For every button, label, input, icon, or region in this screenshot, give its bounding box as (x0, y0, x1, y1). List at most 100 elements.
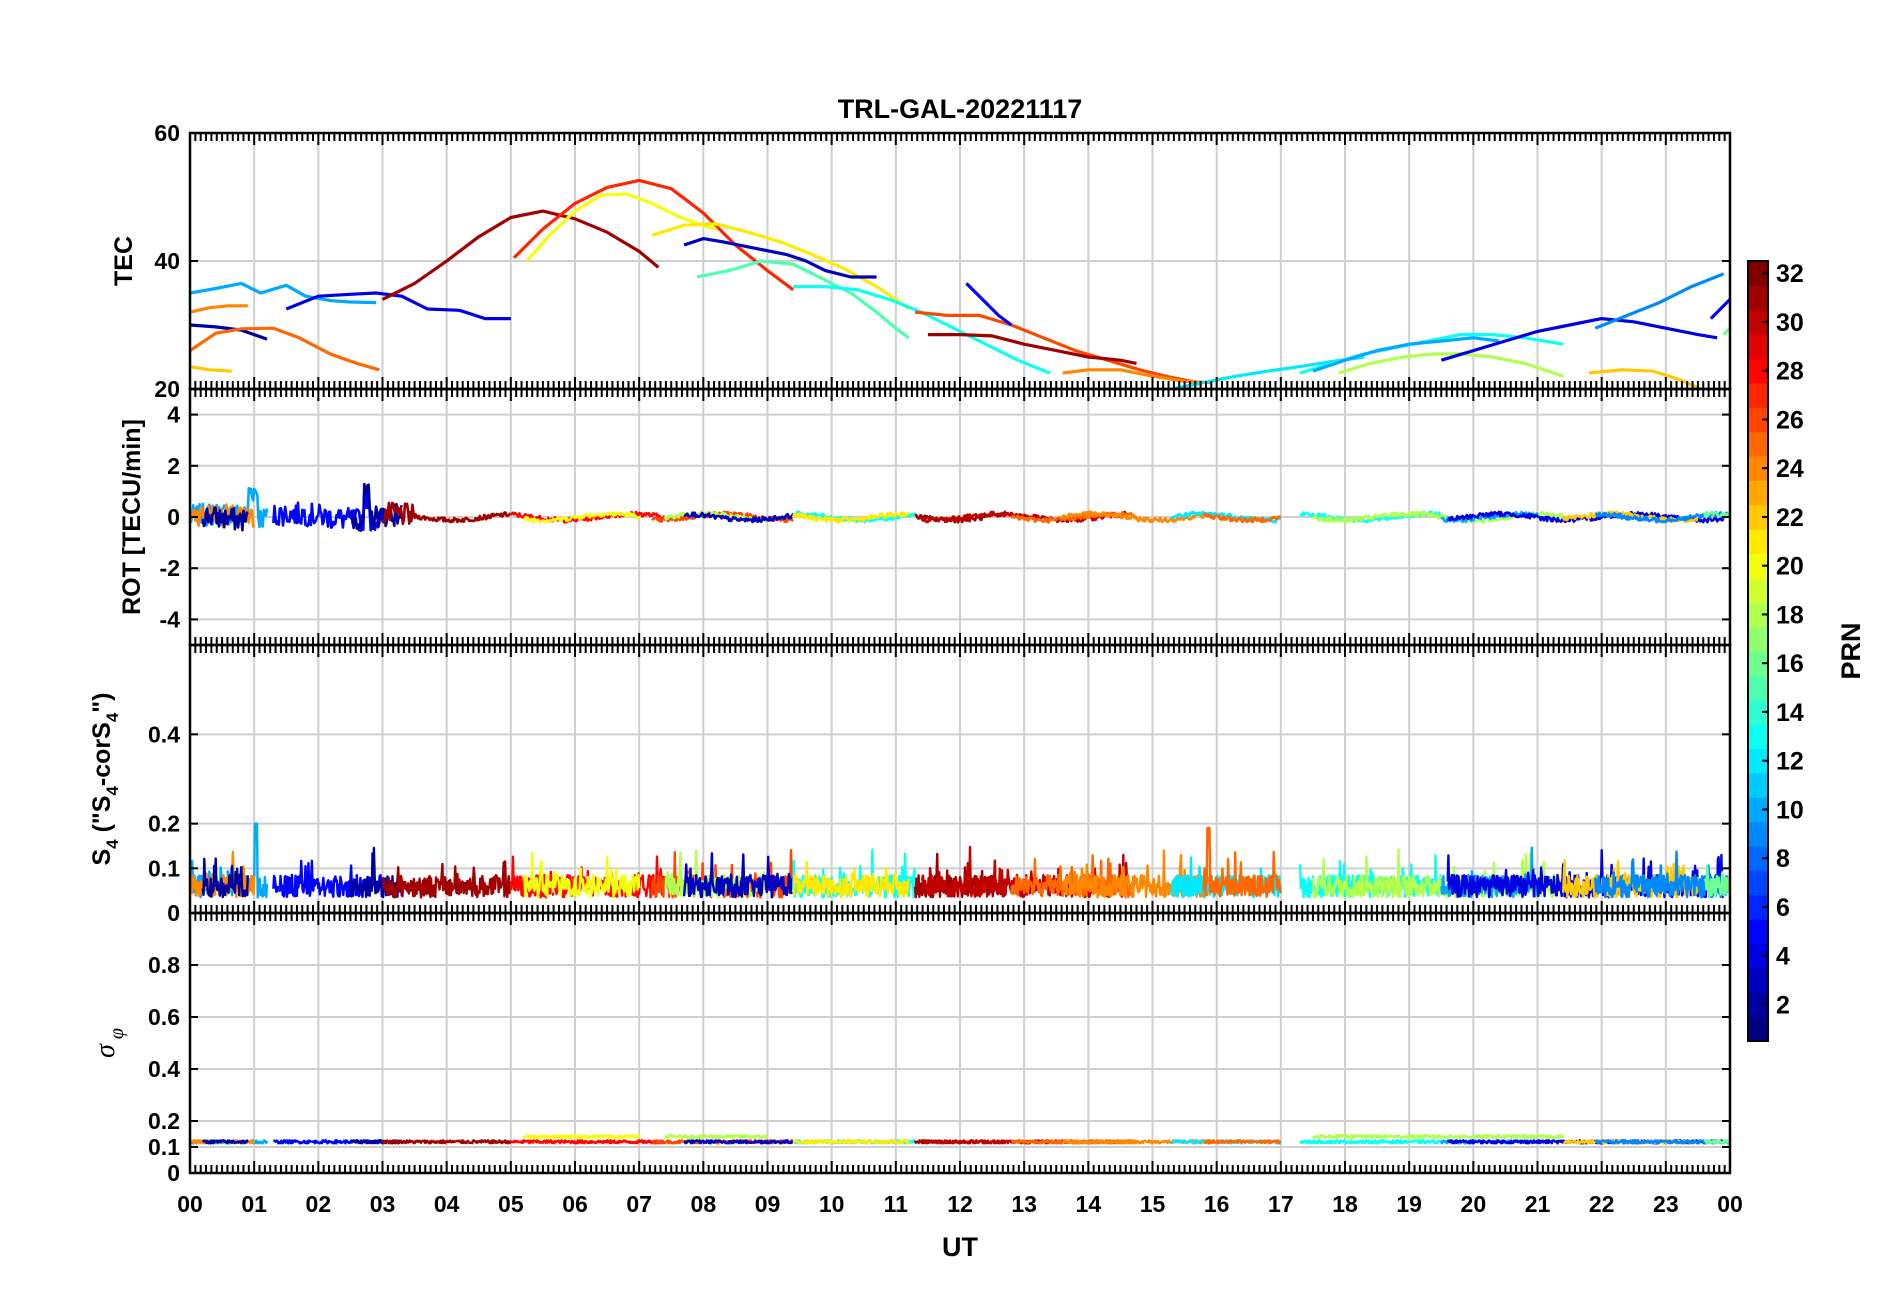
colorbar-tick-label: 26 (1776, 406, 1804, 434)
rot-ytick-label: 2 (167, 453, 180, 479)
colorbar-cell (1748, 894, 1768, 920)
tec-traces (190, 178, 1730, 389)
tec-ylabel: TEC (110, 236, 138, 286)
sigma-phi-ylabel: σ φ (90, 1028, 128, 1058)
colorbar-cell (1748, 456, 1768, 481)
colorbar-cell (1748, 699, 1768, 725)
x-tick-label: 19 (1396, 1191, 1422, 1217)
rot-ytick-labels: -4 -2 0 2 4 (160, 402, 181, 633)
sigma-phi-axes-box (188, 911, 1732, 1175)
rot-ylabel: ROT [TECU/min] (118, 419, 146, 615)
sigma-phi-series-prn-20 (522, 1133, 641, 1140)
colorbar-tick-label: 24 (1776, 455, 1804, 483)
tec-series-prn-2 (190, 323, 268, 341)
s4-ylabel: S4 ("S4-corS4") (88, 693, 122, 866)
x-tick-label: 00 (1717, 1191, 1743, 1217)
colorbar-tick-label: 12 (1776, 748, 1804, 776)
colorbar-cell (1748, 748, 1768, 774)
colorbar-tick-label: 6 (1776, 894, 1790, 922)
tec-series-prn-10 (1312, 336, 1500, 373)
sigma-phi-series-prn-2 (201, 1139, 249, 1145)
colorbar-tick-label: 4 (1776, 943, 1790, 971)
x-tick-label: 08 (691, 1191, 717, 1217)
rot-series-prn-18 (663, 510, 768, 524)
s4-panel: 0 0.1 0.2 0.4 S4 ("S4-corS4") (88, 643, 1732, 926)
s4-series-prn-16 (1703, 864, 1730, 899)
colorbar-cell (1748, 553, 1768, 579)
colorbar-tick-label: 10 (1776, 796, 1804, 824)
s4-ytick-label: 0 (167, 900, 180, 926)
colorbar-cell (1748, 1016, 1768, 1042)
x-tick-label: 01 (241, 1191, 267, 1217)
s4-ytick-labels: 0 0.1 0.2 0.4 (148, 721, 180, 926)
rot-ytick-label: -4 (160, 606, 181, 632)
x-tick-label: 05 (498, 1191, 524, 1217)
x-tick-label: 12 (947, 1191, 973, 1217)
colorbar-cell (1748, 651, 1768, 676)
colorbar-tick-label: 8 (1776, 845, 1790, 873)
colorbar-cell (1748, 334, 1768, 360)
colorbar-cell (1748, 382, 1768, 408)
colorbar-tick-label: 28 (1776, 358, 1804, 386)
x-tick-label: 17 (1268, 1191, 1294, 1217)
s4-series-prn-13 (1298, 854, 1442, 899)
tec-series-prn-22 (190, 365, 232, 373)
colorbar-tick-label: 18 (1776, 601, 1804, 629)
s4-series-prn-20 (522, 851, 641, 899)
sigma-phi-ticks (189, 913, 1731, 1174)
colorbar-tick-label: 20 (1776, 553, 1804, 581)
sigma-phi-ytick-labels: 00.10.2 0.4 0.6 0.8 (148, 952, 180, 1186)
x-tick-labels: 00 01 02 03 04 05 06 07 08 09 10 11 12 13 14 15 16 17 18 19… (177, 1191, 1743, 1217)
rot-series-prn-2 (201, 506, 249, 532)
sigma-phi-ytick-label: 0.4 (148, 1056, 180, 1082)
tec-ytick-label: 40 (154, 248, 180, 274)
sigma-phi-ytick-label: 0.6 (148, 1004, 180, 1030)
colorbar-cell (1748, 529, 1768, 555)
s4-traces (190, 822, 1730, 899)
tec-series-prn-31 (927, 333, 1137, 365)
x-tick-label: 03 (370, 1191, 396, 1217)
colorbar-tick-label: 16 (1776, 650, 1804, 678)
colorbar-cell (1748, 919, 1768, 945)
colorbar-cell (1748, 846, 1768, 871)
x-tick-label: 20 (1461, 1191, 1487, 1217)
rot-series-prn-30 (920, 510, 1128, 524)
colorbar-tick-label: 2 (1776, 991, 1790, 1019)
colorbar-cell (1748, 821, 1768, 847)
colorbar-cell (1748, 724, 1768, 750)
s4-series-prn-28 (509, 855, 666, 899)
tec-series-prn-21 (651, 222, 910, 311)
s4-series-prn-25 (1202, 826, 1282, 898)
colorbar-tick-label: 32 (1776, 260, 1804, 288)
tec-series-prn-12 (1171, 355, 1365, 389)
x-tick-label: 21 (1525, 1191, 1551, 1217)
x-tick-label: 13 (1011, 1191, 1037, 1217)
colorbar-cell (1748, 870, 1768, 896)
x-tick-label: 10 (819, 1191, 845, 1217)
sigma-phi-series-prn-13 (1299, 1139, 1443, 1145)
sigma-phi-ytick-label: 0.8 (148, 952, 180, 978)
tec-ticks (189, 132, 1731, 390)
sigma-phi-series-prn-16 (1703, 1139, 1730, 1145)
colorbar-cell (1748, 309, 1768, 335)
x-tick-label: 15 (1140, 1191, 1166, 1217)
x-tick-label: 16 (1204, 1191, 1230, 1217)
rot-series-prn-21 (791, 511, 910, 524)
x-tick-label: 00 (177, 1191, 203, 1217)
rot-series-prn-10 (1440, 510, 1539, 524)
rot-series-prn-16 (1703, 510, 1730, 519)
sigma-phi-panel: 00.10.2 0.4 0.6 0.8 σ φ (90, 911, 1732, 1186)
colorbar-cell (1748, 480, 1768, 506)
sigma-phi-series-prn-18 (1311, 1133, 1565, 1140)
colorbar-cell (1748, 943, 1768, 969)
colorbar-cells (1748, 261, 1768, 1042)
sigma-phi-ytick-label: 0.1 (148, 1134, 180, 1160)
tec-series-prn-3 (683, 237, 877, 279)
s4-ytick-label: 0.2 (148, 811, 180, 837)
x-tick-label: 04 (434, 1191, 460, 1217)
tec-series-prn-10 (190, 281, 377, 305)
tec-series-prn-25 (190, 326, 380, 372)
x-tick-label: 02 (306, 1191, 332, 1217)
sigma-phi-series-prn-28 (509, 1139, 666, 1145)
